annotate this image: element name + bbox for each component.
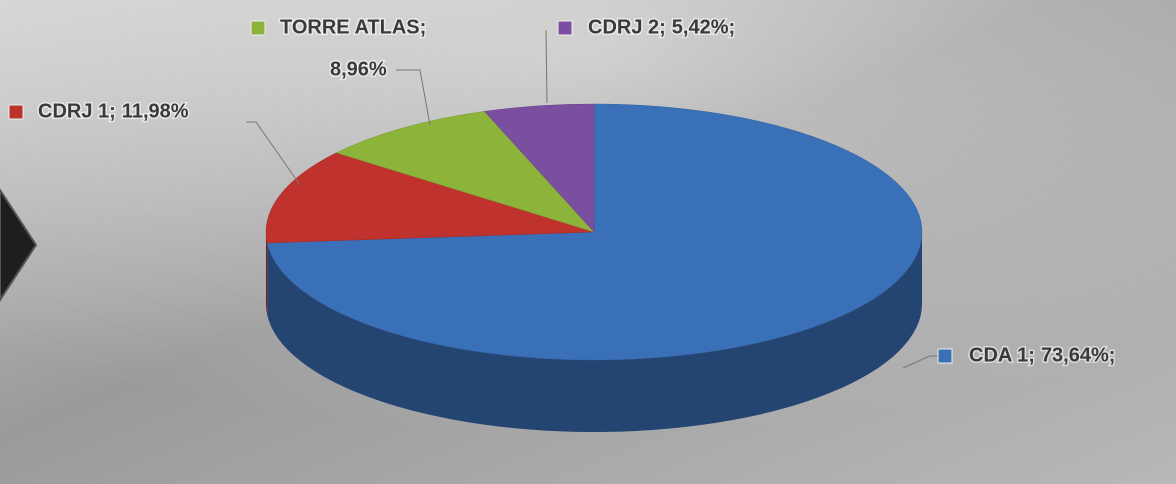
slice-side: [266, 232, 267, 315]
value-label: 5,42%;: [672, 16, 735, 38]
page: CDA 1; 73,64%; CDRJ 1; 11,98% TORRE ATLAS; 8,…: [0, 0, 1176, 484]
category-label: CDRJ 1;: [38, 100, 116, 122]
value-label: 73,64%;: [1041, 344, 1116, 366]
value-label: 8,96%: [330, 58, 387, 80]
category-label: CDA 1;: [969, 344, 1035, 366]
value-label: 11,98%: [122, 100, 189, 122]
category-label: TORRE ATLAS;: [280, 16, 426, 38]
category-label: CDRJ 2;: [588, 16, 666, 38]
label-key: [558, 21, 572, 35]
label-key: [938, 349, 952, 363]
label-key: [251, 21, 265, 35]
label-key: [9, 105, 23, 119]
chart: CDA 1; 73,64%; CDRJ 1; 11,98% TORRE ATLAS; 8,…: [0, 0, 1176, 484]
pie-tops: [266, 104, 922, 360]
